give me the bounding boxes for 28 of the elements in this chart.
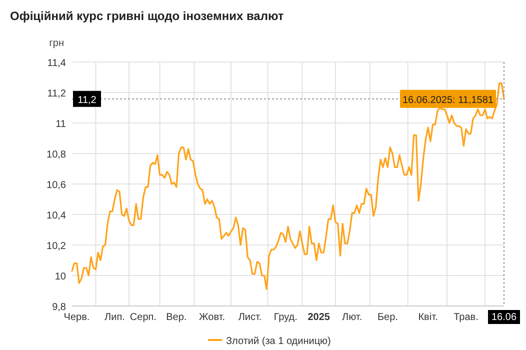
- x-tick-label: Бер.: [377, 312, 398, 323]
- chart-title: Офіційний курс гривні щодо іноземних валют: [10, 9, 284, 23]
- y-tick-label: 11,4: [47, 58, 66, 69]
- x-tick-label: 16.06: [491, 312, 517, 323]
- line-series: [71, 82, 505, 290]
- ref-line-label: 11,2: [78, 94, 97, 106]
- x-tick-label: Жовт.: [199, 312, 226, 323]
- x-tick-label: Серп.: [130, 312, 156, 323]
- x-tick-label: 2025: [308, 312, 330, 323]
- annotation: 16.06.2025: 11,1581: [402, 94, 494, 106]
- y-tick-label: 10,2: [46, 241, 66, 252]
- y-tick-label: 10,6: [46, 180, 66, 191]
- y-tick-label: 11,2: [47, 88, 66, 100]
- x-tick-label: Лип.: [104, 312, 125, 323]
- y-tick-label: 10,4: [46, 210, 66, 222]
- y-tick-label: 11: [56, 119, 66, 130]
- x-tick-label: Груд.: [274, 312, 298, 323]
- x-tick-label: Трав.: [454, 312, 478, 323]
- x-tick-label: Лист.: [238, 312, 262, 323]
- y-axis-title: грн: [49, 38, 64, 49]
- x-tick-label: Черв.: [64, 312, 90, 323]
- x-tick-label: Квіт.: [418, 312, 438, 323]
- y-tick-label: 10: [54, 272, 66, 282]
- x-tick-label: Лют.: [342, 312, 362, 323]
- y-tick-label: 9,8: [52, 302, 66, 313]
- x-tick-label: Вер.: [166, 312, 187, 323]
- legend-label: Злотий (за 1 одиницю): [226, 336, 331, 347]
- y-tick-label: 10,8: [46, 150, 66, 160]
